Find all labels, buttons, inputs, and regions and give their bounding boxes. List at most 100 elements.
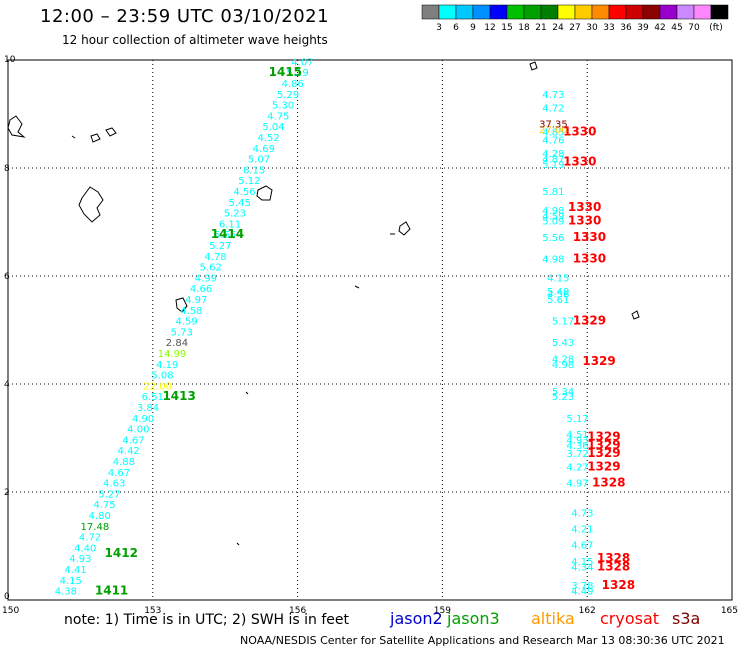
wave-height-label: 4.15: [547, 273, 569, 284]
wave-height-label: 3.78: [571, 581, 593, 592]
scale-label: 45: [671, 23, 682, 33]
wave-height-label: 4.51: [566, 430, 588, 441]
scale-label: 36: [620, 23, 632, 33]
wave-height-label: 4.67: [122, 435, 144, 446]
wave-height-label: 4.56: [233, 187, 255, 198]
pass-time-label: 1414: [211, 227, 244, 241]
wave-height-label: 6.15: [243, 165, 265, 176]
island-outline: [175, 297, 188, 313]
wave-height-label: 4.72: [542, 103, 564, 114]
scale-swatch: [455, 4, 474, 20]
scale-label: 27: [569, 23, 580, 33]
wave-height-label: 4.41: [64, 565, 86, 576]
wave-height-label: 4.88: [113, 457, 135, 468]
wave-height-label: 22.00: [143, 381, 172, 392]
pass-time-label: 1328: [597, 551, 630, 565]
wave-height-label: 4.87: [542, 155, 564, 166]
wave-height-label: 4.85: [542, 128, 564, 139]
island-outline: [78, 186, 104, 223]
scale-swatch: [642, 4, 661, 20]
wave-height-label: 6.11: [219, 219, 241, 230]
island-outline: [71, 135, 76, 139]
wave-height-label: 14.99: [158, 349, 187, 360]
scale-swatch: [506, 4, 525, 20]
scale-label: 39: [637, 23, 649, 33]
map-frame: [7, 59, 733, 601]
wave-height-label: 4.86: [282, 79, 304, 90]
footnote: note: 1) Time is in UTC; 2) SWH is in fe…: [64, 612, 350, 628]
wave-height-label: 5.45: [229, 198, 251, 209]
x-tick-label: 150: [2, 606, 19, 616]
x-tick-label: 156: [289, 606, 306, 616]
wave-height-label: 4.63: [103, 479, 125, 490]
pass-time-label: 1328: [592, 476, 625, 490]
wave-height-label: 5.23: [552, 392, 574, 403]
wave-height-label: 4.90: [132, 414, 154, 425]
wave-height-label: 4.07: [291, 57, 313, 68]
pass-time-label: 1330: [563, 154, 596, 168]
wave-height-label: 4.56: [547, 290, 569, 301]
pass-time-label: 1330: [568, 200, 601, 214]
pass-time-label: 1329: [582, 354, 615, 368]
scale-swatch: [608, 4, 627, 20]
wave-height-label: 5.65: [214, 230, 236, 241]
satellite-legend-jason3: jason3: [447, 609, 500, 628]
island-outline: [631, 310, 640, 320]
wave-height-label: 4.67: [108, 468, 130, 479]
wave-height-label: 5.08: [151, 371, 173, 382]
wave-height-label: 5.19: [542, 160, 564, 171]
pass-time-label: 1329: [587, 446, 620, 460]
wave-height-label: 4.93: [69, 554, 91, 565]
pass-time-label: 1328: [597, 559, 630, 573]
scale-swatch: [693, 4, 712, 20]
wave-height-label: 5.19: [286, 68, 308, 79]
wave-height-label: 4.98: [542, 255, 564, 266]
wave-height-label: 5.07: [248, 155, 270, 166]
pass-time-label: 1329: [587, 459, 620, 473]
x-tick-label: 153: [144, 606, 161, 616]
scale-label: 33: [603, 23, 614, 33]
wave-height-label: 37.35: [539, 120, 568, 131]
scale-unit-label: (ft): [709, 23, 723, 33]
wave-height-label: 3.84: [137, 403, 159, 414]
wave-height-label: 5.81: [542, 187, 564, 198]
wave-height-label: 4.93: [566, 435, 588, 446]
wave-height-label: 4.36: [566, 441, 588, 452]
pass-time-label: 1328: [602, 578, 635, 592]
wave-height-label: 4.27: [566, 462, 588, 473]
y-tick-label: 8: [4, 164, 10, 174]
wave-height-label: 4.15: [60, 576, 82, 587]
wave-height-label: 4.58: [180, 306, 202, 317]
wave-height-label: 5.56: [542, 233, 564, 244]
scale-swatch: [421, 4, 440, 20]
scale-swatch: [710, 4, 729, 20]
wave-height-label: 4.76: [542, 136, 564, 147]
wave-height-label: 4.67: [571, 541, 593, 552]
pass-time-label: 1412: [105, 546, 138, 560]
wave-height-label: 5.34: [552, 387, 574, 398]
scale-label: 3: [436, 23, 442, 33]
y-tick-label: 6: [4, 272, 10, 282]
island-outline: [7, 115, 26, 138]
scale-swatch: [574, 4, 593, 20]
wave-height-label: 4.75: [267, 111, 289, 122]
wave-height-label: 17.48: [81, 522, 110, 533]
scale-label: 18: [518, 23, 530, 33]
satellite-legend-cryosat: cryosat: [600, 609, 660, 628]
scale-swatch: [438, 4, 457, 20]
pass-time-label: 1330: [568, 214, 601, 228]
wave-height-label: 3.72: [566, 449, 588, 460]
island-outline: [105, 127, 117, 137]
satellite-legend-s3a: s3a: [672, 609, 701, 628]
pass-time-label: 1330: [563, 125, 596, 139]
pass-time-label: 1329: [587, 430, 620, 444]
scale-label: 24: [552, 23, 564, 33]
scale-swatch: [523, 4, 542, 20]
map-subtitle: 12 hour collection of altimeter wave hei…: [62, 33, 328, 47]
pass-time-label: 1329: [573, 314, 606, 328]
wave-height-label: 4.15: [571, 557, 593, 568]
wave-height-label: 4.78: [204, 252, 226, 263]
scale-label: 15: [501, 23, 512, 33]
wave-height-label: 4.73: [571, 508, 593, 519]
map-title: 12:00 – 23:59 UTC 03/10/2021: [40, 6, 330, 27]
